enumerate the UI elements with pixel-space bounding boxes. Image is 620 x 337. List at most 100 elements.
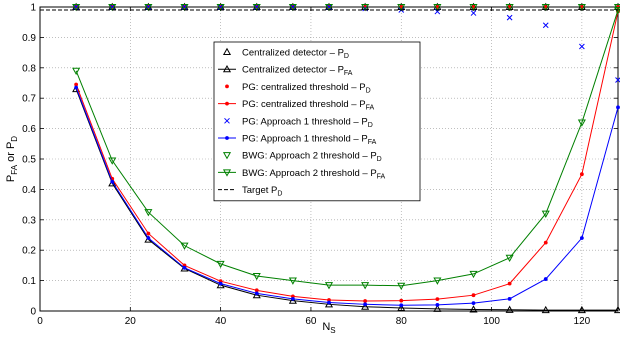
series-5-point: [435, 303, 440, 307]
series-6-point: [288, 3, 297, 12]
series-3-point: [435, 297, 440, 302]
series-4-point-b: [290, 4, 296, 10]
series-4-point-b: [109, 4, 116, 10]
legend-label-4: PG: Approach 1 threshold – PD: [242, 116, 373, 129]
series-3-point: [399, 298, 404, 303]
series-5-point: [471, 301, 476, 305]
series-4-point: [109, 4, 116, 10]
series-3-point: [579, 172, 584, 177]
series-5-point: [110, 179, 115, 184]
legend-label-sub: D: [368, 122, 373, 129]
x-tick-label: 120: [574, 316, 591, 327]
series-1-point: [252, 290, 261, 299]
legend-label-sub: FA: [344, 70, 353, 77]
series-6-point: [72, 3, 81, 12]
series-4-point-b: [470, 10, 477, 16]
y-axis-label-p1: P: [5, 175, 17, 182]
legend-entry-2: PG: centralized threshold – PD: [225, 82, 371, 95]
legend-label-sub: D: [366, 87, 371, 94]
x-axis-label-main: N: [322, 321, 330, 333]
legend-label-6: BWG: Approach 2 threshold – PD: [242, 151, 382, 164]
series-3-line: [75, 11, 619, 302]
y-tick-label: 0.6: [22, 124, 36, 135]
series-1-point: [361, 302, 370, 310]
series-6-point: [180, 3, 189, 12]
series-1-point: [216, 280, 225, 289]
series-3-point: [471, 293, 476, 298]
legend-marker-4-b: [224, 117, 230, 124]
series-5-point: [74, 85, 79, 90]
series-7-point: [324, 282, 334, 290]
x-tick-label: 20: [125, 316, 137, 327]
series-6-point: [216, 3, 225, 12]
axis-ticks: 0 20 40 60 80 100 120 0 0.1 0.2 0.3 0.4 0.5 0.6 0.7 0.8…: [22, 3, 618, 327]
series-5-point: [146, 236, 151, 240]
series-6-point: [469, 3, 478, 12]
legend-label-sub: FA: [368, 139, 377, 146]
series-6-point: [433, 3, 442, 12]
series-7-point: [144, 209, 153, 217]
series-4-point-b: [326, 4, 332, 10]
series-7-point: [469, 270, 478, 279]
x-tick-label: 40: [215, 316, 227, 327]
y-tick-label: 0.1: [22, 276, 36, 287]
series-6-point: [505, 3, 514, 12]
series-4-point: [542, 22, 549, 29]
legend-label-sub: D: [344, 53, 349, 60]
series-1-point: [324, 300, 334, 308]
series-4-point: [506, 14, 513, 21]
series-1-point: [433, 304, 442, 312]
legend-marker-1: [222, 64, 232, 73]
legend-marker-5: [225, 136, 229, 140]
legend-entry-6: BWG: Approach 2 threshold – PD: [222, 151, 382, 164]
y-axis-label-fa: FA: [10, 164, 19, 174]
y-tick-label: 0: [30, 307, 36, 318]
legend-marker-4: [224, 117, 230, 124]
legend-label-sub: D: [277, 191, 282, 198]
legend-entry-1: Centralized detector – PFA: [218, 64, 353, 78]
legend-label-sub: FA: [366, 105, 375, 112]
y-tick-label: 0.3: [22, 215, 36, 226]
series-1-point: [397, 303, 406, 312]
series-4-point: [579, 43, 585, 50]
y-tick-label: 0.4: [22, 185, 36, 196]
series-1-line: [75, 88, 618, 311]
series-4-point: [470, 10, 477, 16]
y-axis-label-d: D: [10, 136, 19, 142]
y-tick-label: 0.5: [22, 155, 36, 166]
legend-entry-7: BWG: Approach 2 threshold – PFA: [218, 168, 386, 180]
legend-label-1: Centralized detector – PFA: [242, 65, 353, 78]
legend-label-main: BWG: Approach 2 threshold – P: [242, 151, 377, 162]
legend-marker-6: [222, 152, 232, 160]
series-4-point: [145, 4, 152, 10]
series-7-point: [541, 210, 550, 218]
legend: Centralized detector – PD Centralized det…: [213, 41, 421, 202]
legend-label-main: PG: Approach 1 threshold – P: [242, 134, 368, 145]
series-4-point-b: [579, 43, 585, 50]
legend-entry-0: Centralized detector – PD: [222, 47, 349, 61]
legend-marker-0: [222, 47, 232, 56]
x-tick-label: 0: [37, 316, 43, 327]
series-4-point: [253, 4, 260, 10]
y-tick-label: 0.8: [22, 63, 36, 74]
legend-label-2: PG: centralized threshold – PD: [242, 82, 371, 95]
series-5-point: [616, 105, 620, 110]
legend-label-main: PG: centralized threshold – P: [242, 82, 366, 93]
series-3-point: [507, 281, 512, 286]
series-7-line: [75, 9, 619, 287]
series-1-point: [108, 179, 117, 187]
series-4-point-b: [542, 22, 549, 29]
series-4-point: [73, 4, 79, 10]
legend-label-main: PG: Approach 1 threshold – P: [242, 116, 368, 127]
y-tick-label: 0.7: [22, 94, 36, 105]
y-tick-label: 0.9: [22, 33, 36, 44]
series-6-point: [577, 3, 586, 12]
series-5-point: [327, 300, 331, 305]
legend-label-sub: FA: [377, 173, 386, 180]
series-4-point: [326, 4, 332, 10]
legend-entry-4: PG: Approach 1 threshold – PD: [224, 116, 373, 129]
legend-marker-3: [225, 101, 229, 106]
series-3-point: [543, 240, 548, 245]
series-4-point-b: [506, 14, 513, 21]
legend-label-0: Centralized detector – PD: [242, 48, 349, 61]
